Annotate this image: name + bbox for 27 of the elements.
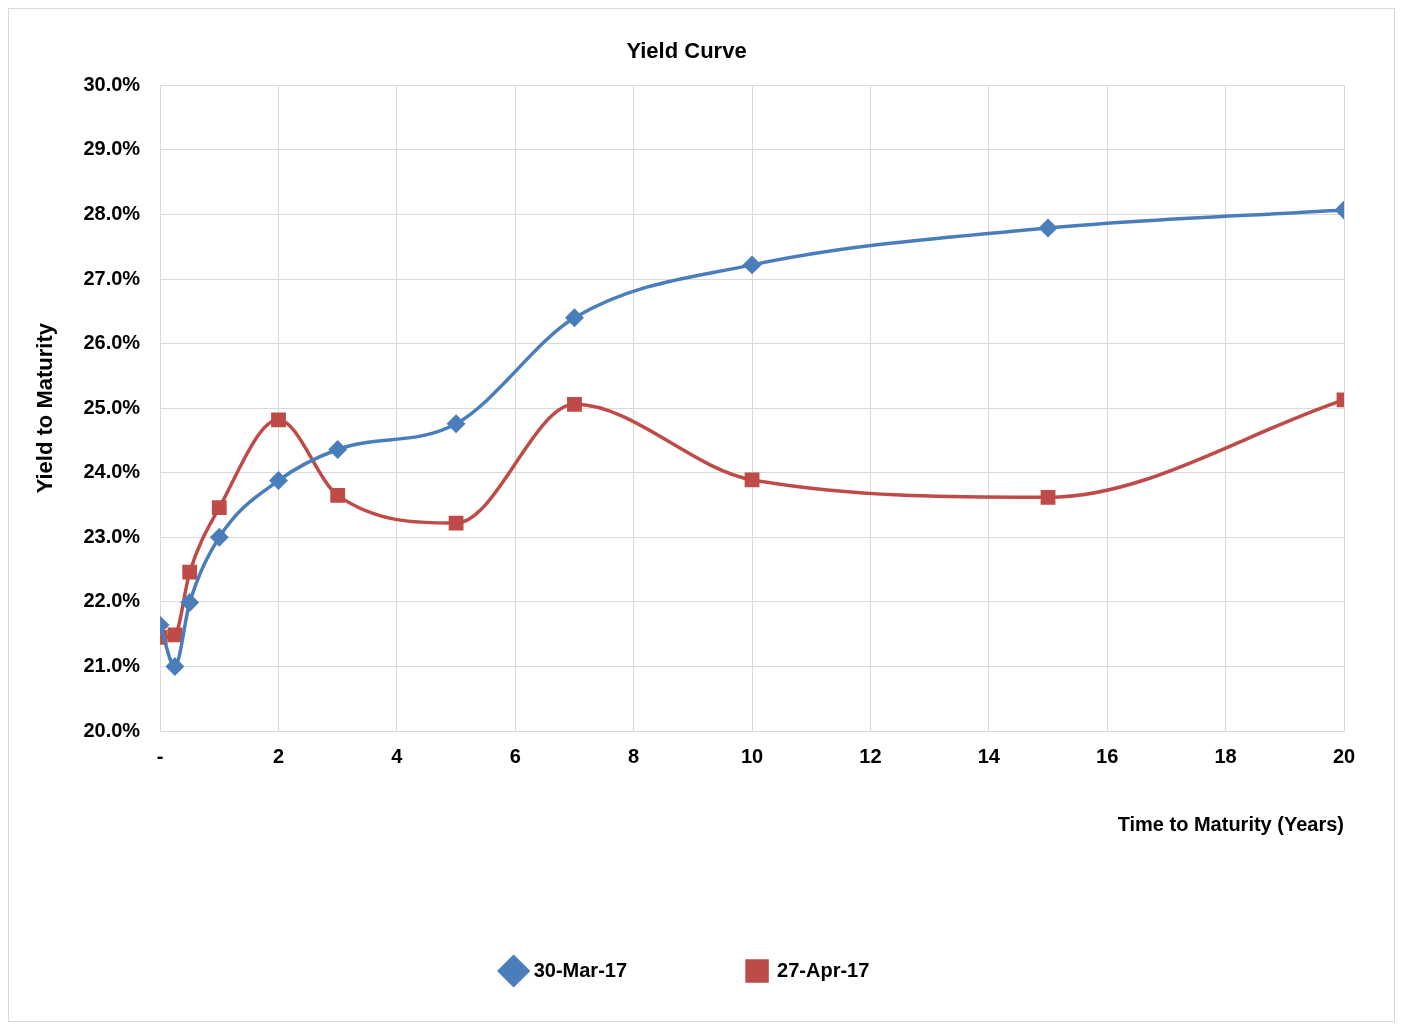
- y-axis-title: Yield to Maturity: [32, 322, 58, 494]
- x-tick-label: 6: [509, 744, 521, 767]
- x-axis-title: Time to Maturity (Years): [1117, 812, 1344, 835]
- y-tick-label: 21.0%: [83, 653, 141, 676]
- x-tick-label: 20: [1332, 744, 1356, 767]
- x-tick-label: 14: [977, 744, 1001, 767]
- legend-label: 27-Apr-17: [777, 958, 870, 981]
- y-tick-label: 24.0%: [83, 460, 141, 483]
- y-tick-label: 20.0%: [83, 718, 141, 741]
- x-tick-label: 18: [1214, 744, 1237, 767]
- x-tick-label: 2: [272, 744, 285, 767]
- x-tick-label: 4: [391, 744, 404, 767]
- chart-title: Yield Curve: [626, 38, 747, 64]
- y-tick-label: 30.0%: [83, 72, 141, 95]
- y-tick-label: 29.0%: [83, 137, 141, 160]
- x-tick-label: -: [156, 744, 164, 767]
- x-tick-label: 16: [1096, 744, 1119, 767]
- legend-label: 30-Mar-17: [533, 958, 628, 981]
- y-tick-label: 22.0%: [83, 589, 141, 612]
- y-tick-label: 23.0%: [83, 524, 141, 547]
- x-tick-label: 12: [859, 744, 882, 767]
- y-tick-label: 26.0%: [83, 331, 141, 354]
- y-tick-label: 27.0%: [83, 266, 141, 289]
- x-tick-label: 8: [628, 744, 640, 767]
- x-tick-label: 10: [740, 744, 764, 767]
- y-tick-label: 28.0%: [83, 202, 141, 225]
- y-tick-label: 25.0%: [83, 395, 141, 418]
